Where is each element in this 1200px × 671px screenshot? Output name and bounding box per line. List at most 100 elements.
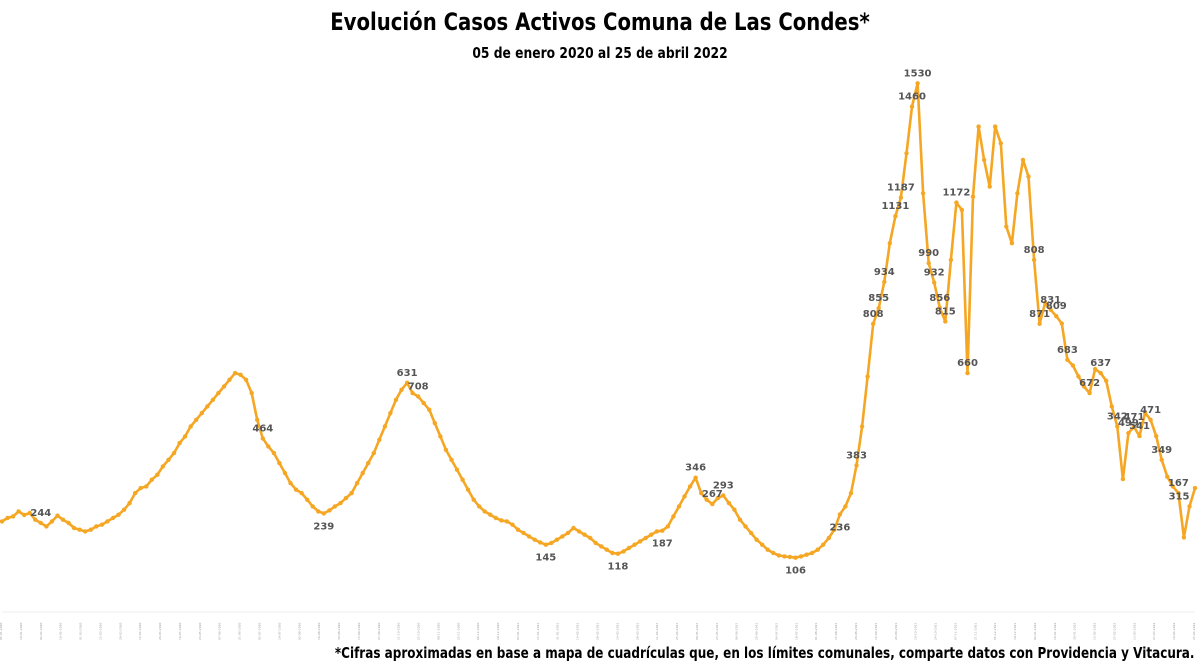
data-label: 672	[1079, 378, 1100, 389]
data-label: 809	[1046, 301, 1067, 312]
data-label: 244	[30, 508, 51, 519]
x-axis: 05-01-2020 19-01-2020 02-02-2020 16-02-2020…	[0, 611, 1196, 640]
x-tick-label: 06-06-2021	[735, 622, 739, 640]
data-point	[94, 524, 99, 529]
data-point	[88, 527, 94, 532]
data-point	[1026, 174, 1031, 179]
data-point	[1081, 384, 1087, 389]
data-label: 631	[397, 368, 418, 379]
x-tick-label: 24-05-2020	[198, 622, 202, 640]
data-point	[704, 497, 709, 502]
data-point	[543, 542, 548, 547]
x-tick-label: 18-07-2021	[794, 622, 798, 640]
data-point	[1009, 241, 1015, 246]
data-point	[471, 497, 476, 502]
x-tick-label: 16-02-2020	[59, 622, 63, 640]
data-point	[138, 485, 143, 491]
data-point	[166, 457, 171, 462]
series-line-group	[1, 82, 1197, 560]
data-point	[898, 195, 904, 200]
data-point	[438, 434, 443, 439]
data-point	[549, 540, 554, 546]
data-point	[127, 500, 132, 506]
data-point	[454, 467, 460, 472]
x-tick-label: 30-01-2022	[1073, 622, 1077, 640]
data-point	[887, 241, 892, 246]
data-point	[71, 525, 77, 531]
data-label: 1187	[887, 183, 915, 194]
data-point	[954, 200, 959, 205]
data-point	[1015, 191, 1020, 196]
data-point	[227, 377, 232, 382]
x-tick-label: 01-08-2021	[814, 622, 818, 640]
x-tick-label: 25-10-2020	[417, 622, 421, 640]
data-point	[116, 512, 121, 517]
x-tick-label: 22-11-2020	[456, 622, 460, 640]
data-label: 187	[652, 539, 673, 550]
data-point	[599, 544, 604, 549]
data-point	[182, 434, 188, 439]
data-point	[343, 495, 349, 501]
data-point	[1043, 300, 1048, 305]
data-point	[765, 547, 770, 552]
data-point	[66, 520, 71, 526]
data-point	[632, 542, 637, 547]
data-point	[904, 151, 909, 156]
x-tick-label: 06-12-2020	[476, 622, 480, 640]
data-point	[416, 394, 421, 399]
data-point	[10, 514, 16, 519]
x-tick-label: 11-10-2020	[397, 622, 401, 640]
chart-title: Evolución Casos Activos Comuna de Las Co…	[330, 8, 870, 36]
x-tick-label: 28-03-2021	[635, 622, 639, 640]
data-point	[216, 390, 221, 396]
data-point	[338, 500, 343, 506]
data-point	[998, 141, 1003, 146]
x-tick-label: 12-04-2020	[138, 622, 142, 640]
data-label: 239	[313, 521, 334, 532]
data-point	[232, 370, 238, 376]
data-point	[1054, 314, 1059, 319]
data-point	[210, 397, 216, 402]
data-point	[981, 157, 987, 163]
x-tick-label: 01-03-2020	[79, 622, 83, 640]
x-tick-label: 16-01-2022	[1053, 622, 1057, 640]
x-tick-label: 17-01-2021	[536, 622, 540, 640]
data-point	[565, 530, 571, 536]
data-point	[255, 417, 260, 422]
data-point	[243, 377, 249, 382]
x-tick-label: 10-10-2021	[914, 622, 918, 640]
data-point	[205, 404, 210, 409]
data-point	[737, 517, 743, 522]
data-point	[1165, 474, 1170, 479]
data-point	[410, 390, 415, 396]
data-point	[826, 535, 831, 541]
data-point	[976, 124, 981, 129]
data-point	[388, 410, 393, 416]
x-tick-label: 23-05-2021	[715, 622, 719, 640]
data-point	[332, 504, 338, 509]
data-point	[515, 527, 521, 532]
x-tick-label: 14-02-2021	[576, 622, 580, 640]
data-point	[371, 450, 376, 456]
data-point	[965, 370, 970, 376]
data-point	[637, 539, 643, 544]
data-point	[593, 540, 598, 546]
data-point	[782, 554, 787, 559]
data-point	[771, 550, 776, 556]
data-point	[676, 504, 682, 509]
data-point	[671, 514, 676, 519]
x-tick-label: 15-08-2021	[834, 622, 838, 640]
data-label: 871	[1029, 309, 1050, 320]
data-point	[465, 487, 471, 492]
data-point	[482, 509, 487, 514]
data-point	[859, 424, 865, 429]
data-point	[643, 535, 648, 541]
data-point	[837, 512, 843, 517]
x-tick-label: 15-03-2020	[98, 622, 102, 640]
data-label: 499	[1118, 418, 1139, 429]
data-point	[937, 305, 942, 310]
data-point	[538, 540, 543, 545]
data-label: 118	[607, 562, 628, 573]
data-point	[804, 552, 809, 557]
data-point	[882, 279, 887, 285]
